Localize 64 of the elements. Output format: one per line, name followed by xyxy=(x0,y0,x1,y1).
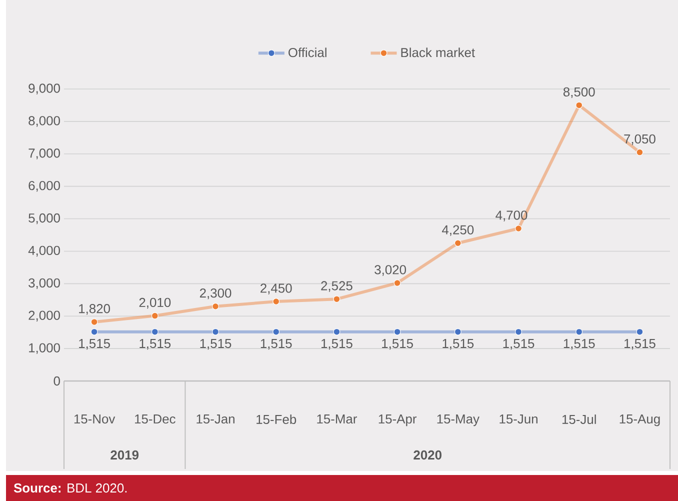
data-label: 1,515 xyxy=(140,339,171,350)
data-label: 1,820 xyxy=(79,304,110,315)
data-label: 1,515 xyxy=(624,339,656,350)
data-label: 1,515 xyxy=(79,339,110,350)
point xyxy=(151,312,158,320)
x-tick-label: 15-Nov xyxy=(74,414,116,424)
point xyxy=(333,296,340,303)
y-tick-label: 2,000 xyxy=(28,310,60,322)
data-label: 1,515 xyxy=(564,339,595,350)
point xyxy=(272,328,280,336)
data-label: 2,300 xyxy=(200,288,232,300)
y-tick-label: 6,000 xyxy=(28,180,60,192)
data-label: 1,515 xyxy=(260,339,292,350)
data-label: 1,515 xyxy=(321,339,352,350)
point xyxy=(90,318,98,326)
point xyxy=(576,102,583,109)
data-label: 8,500 xyxy=(563,87,595,98)
data-label: 2,525 xyxy=(321,281,352,292)
data-label: 1,515 xyxy=(382,339,413,350)
y-tick-label: 5,000 xyxy=(28,213,60,224)
data-label: 7,050 xyxy=(624,134,656,146)
y-tick-label: 7,000 xyxy=(28,148,60,160)
point xyxy=(90,328,98,336)
x-tick-label: 15-Jul xyxy=(562,414,596,424)
point xyxy=(212,328,219,336)
text: Source: BDL 2020. xyxy=(14,483,127,493)
point xyxy=(151,328,158,336)
x-tick-label: 15-Jan xyxy=(196,414,234,424)
point xyxy=(272,298,280,305)
y-tick-label: 1,000 xyxy=(29,343,60,354)
data-label: 3,020 xyxy=(374,265,406,276)
point xyxy=(576,328,583,336)
point xyxy=(636,328,644,336)
data-label: 1,515 xyxy=(200,339,232,350)
y-tick-label: 0 xyxy=(54,376,60,386)
x-tick-label: 15-Dec xyxy=(135,414,176,424)
x-tick-label: 15-May xyxy=(437,414,480,426)
y-tick-label: 8,000 xyxy=(28,116,60,127)
point xyxy=(333,328,340,336)
x-tick-label: 15-Jun xyxy=(500,414,538,424)
data-label: 4,250 xyxy=(442,225,474,236)
data-label: 1,515 xyxy=(503,339,534,350)
data-label: 1,515 xyxy=(442,339,474,350)
legend-label: Black market xyxy=(401,48,475,58)
x-tick-label: 15-Aug xyxy=(620,414,660,426)
data-label: 2,450 xyxy=(260,284,292,294)
x-tick-label: 15-Apr xyxy=(378,414,417,426)
point xyxy=(394,280,401,287)
text: 2020 xyxy=(414,450,442,460)
point xyxy=(212,302,219,310)
point xyxy=(636,148,644,156)
point xyxy=(515,328,522,336)
y-tick-label: 3,000 xyxy=(28,278,60,290)
data-label: 2,010 xyxy=(139,298,171,309)
legend-label: Official xyxy=(288,48,326,58)
text: 2019 xyxy=(110,450,139,460)
point xyxy=(515,225,522,232)
y-tick-label: 9,000 xyxy=(28,84,60,94)
y-tick-label: 4,000 xyxy=(28,246,60,257)
point xyxy=(454,328,462,336)
x-tick-label: 15-Mar xyxy=(317,414,357,424)
x-tick-label: 15-Feb xyxy=(256,414,296,424)
point xyxy=(394,328,401,336)
point xyxy=(454,240,462,247)
